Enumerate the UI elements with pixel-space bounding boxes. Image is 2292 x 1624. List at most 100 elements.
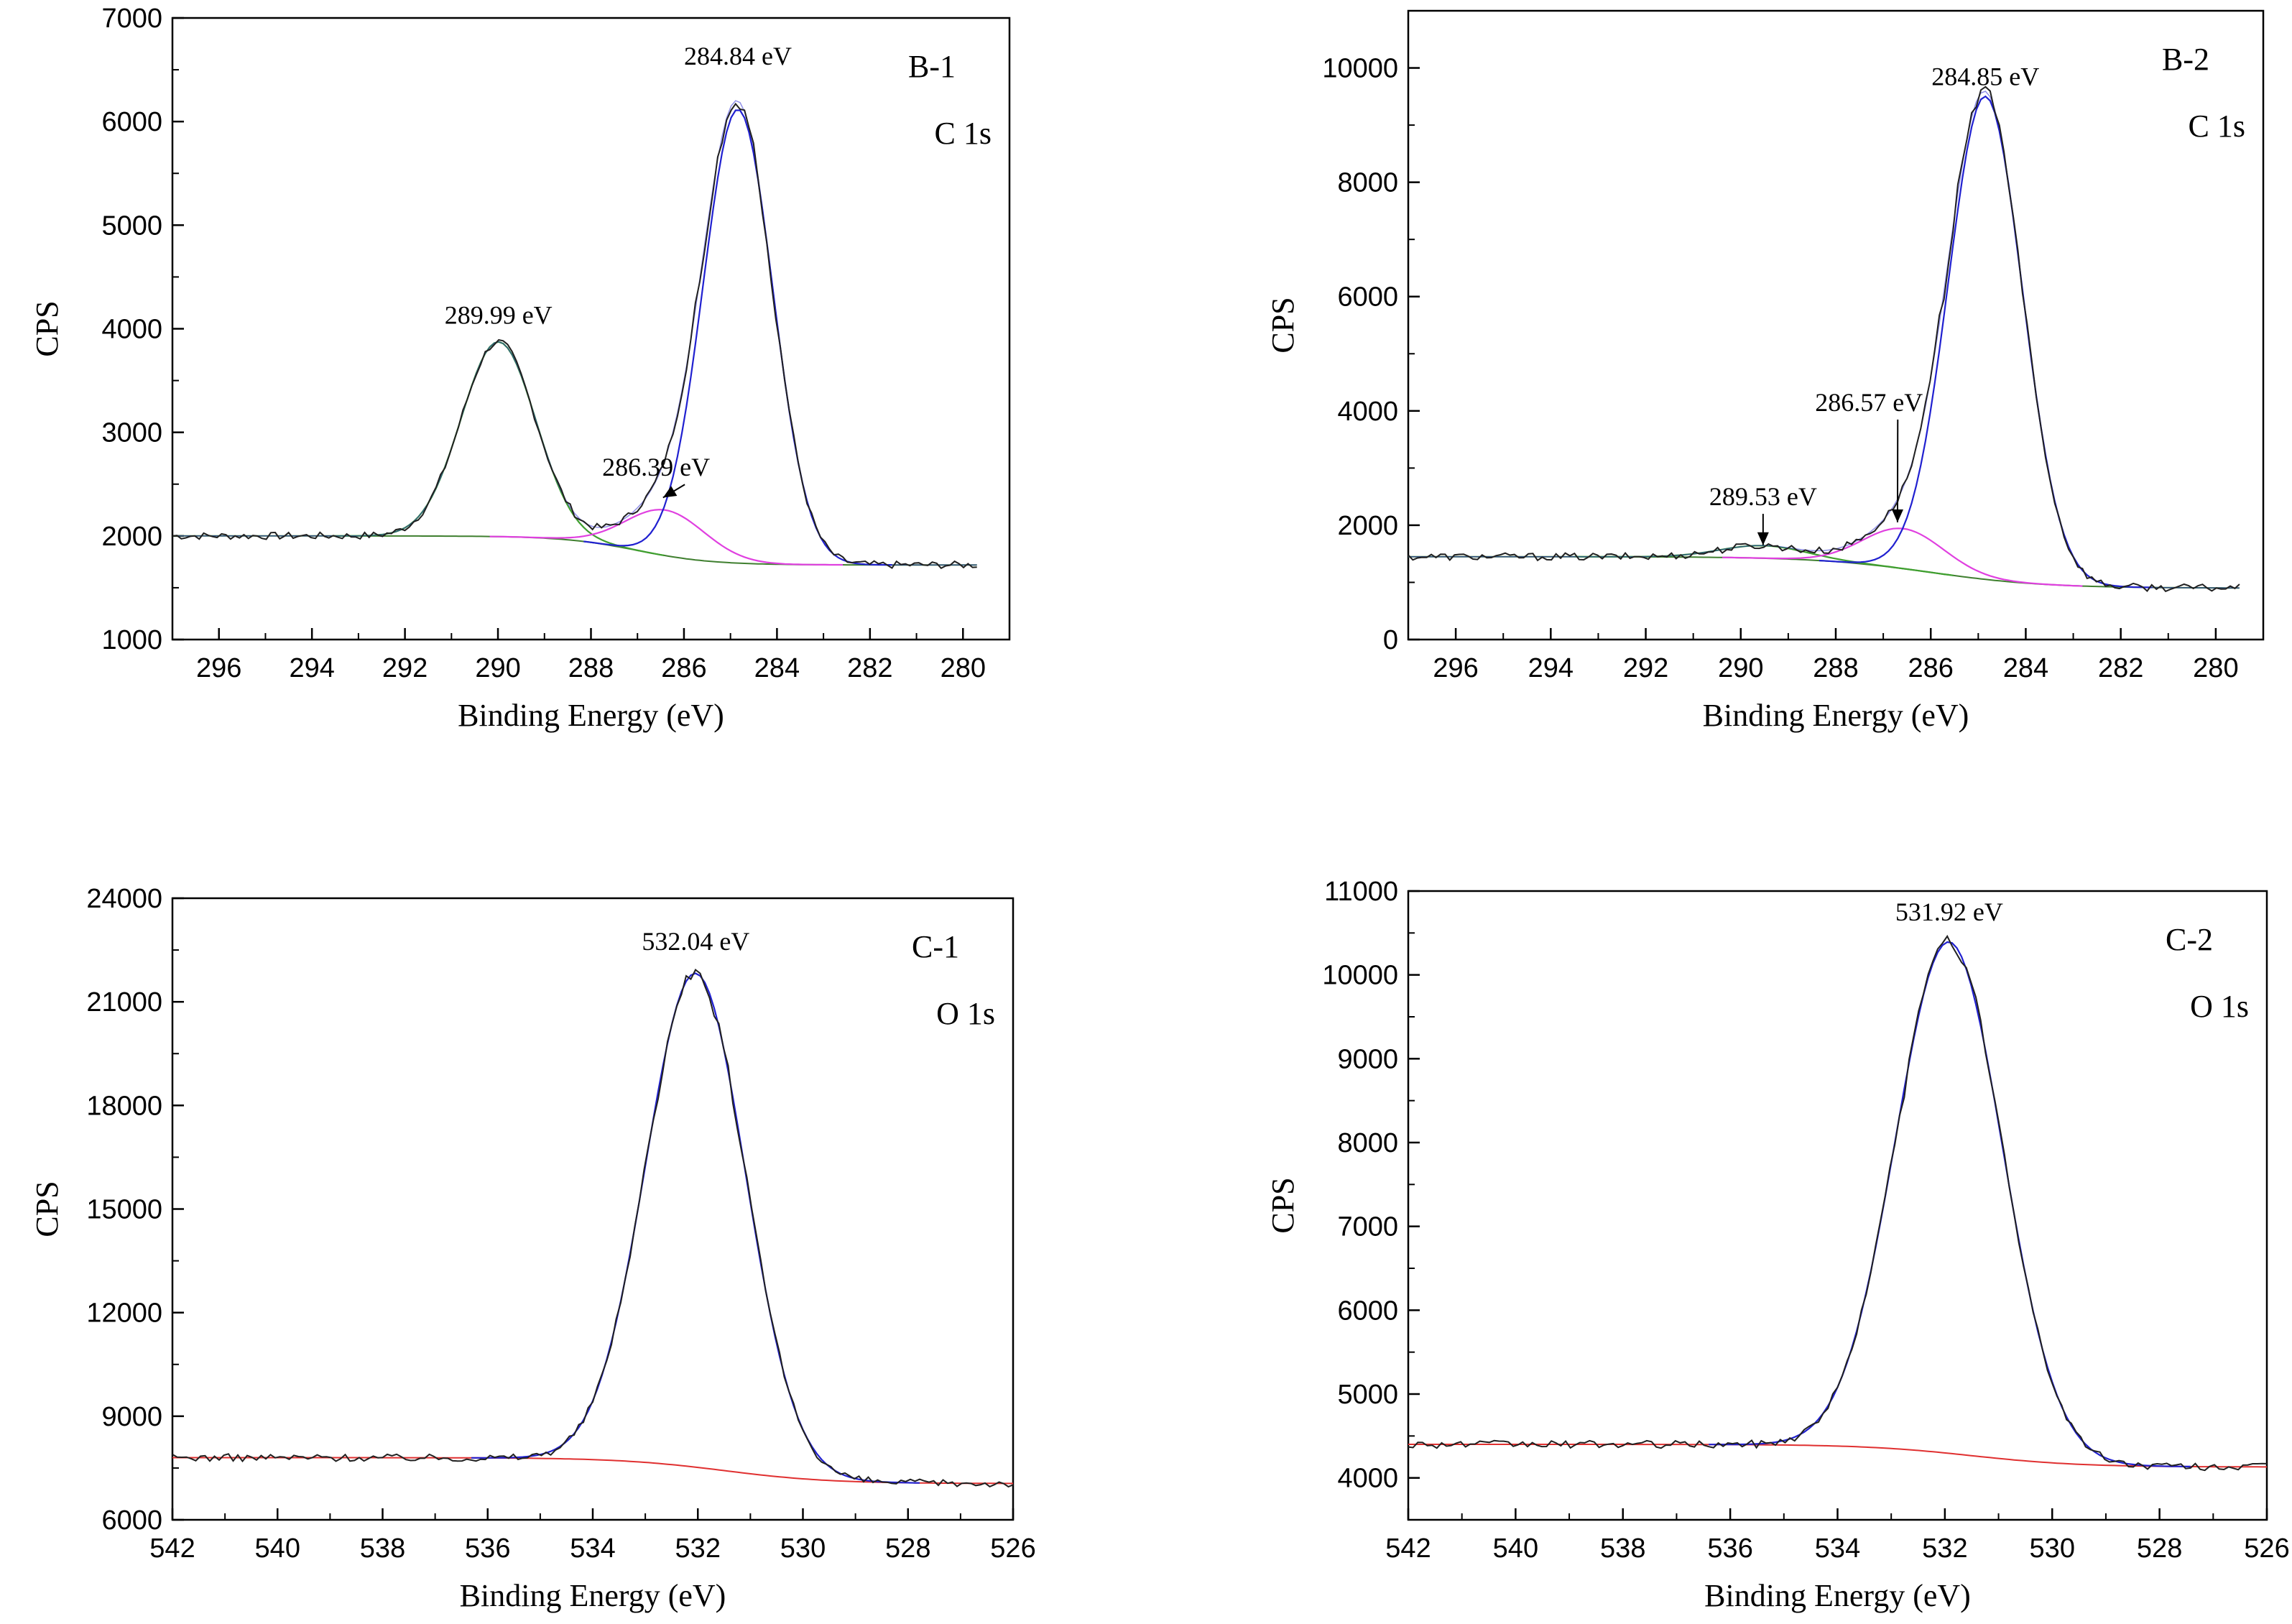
x-tick-label: 528 — [885, 1533, 930, 1564]
y-tick-label: 4000 — [1337, 1464, 1398, 1494]
x-axis-label: Binding Energy (eV) — [460, 1578, 726, 1613]
plot-frame — [1407, 9, 2265, 641]
fit-component-series — [1709, 941, 2191, 1467]
x-tick-label: 538 — [1600, 1533, 1645, 1564]
x-tick-label: 296 — [196, 653, 241, 683]
raw-data-series — [1408, 934, 2268, 1472]
panel-label: C-1 — [912, 929, 959, 964]
y-tick-label: 8000 — [1337, 168, 1398, 198]
x-tick-label: 288 — [568, 653, 614, 683]
plot-frame — [171, 17, 1011, 641]
y-axis-label: CPS — [1265, 1177, 1300, 1233]
panel-b2: 296 294 292 290 288 286 284 282 280 0 2000 4000 6000… — [1265, 9, 2265, 733]
core-level-label: O 1s — [936, 996, 995, 1031]
panel-c1: 542 540 538 536 534 532 530 528 526 6000 9000 12000… — [29, 884, 1036, 1613]
x-tick-label: 528 — [2137, 1533, 2182, 1564]
x-tick-label: 294 — [289, 653, 334, 683]
raw-data-series — [172, 968, 1014, 1488]
y-tick-label: 6000 — [1337, 282, 1398, 313]
peak-annotation: 286.57 eV — [1815, 388, 1923, 417]
y-tick-label: 2000 — [101, 522, 162, 552]
annotation-arrowhead — [1891, 509, 1903, 522]
panel-label: B-2 — [2162, 42, 2209, 77]
x-axis-label: Binding Energy (eV) — [1703, 698, 1969, 733]
y-tick-label: 24000 — [86, 884, 162, 914]
x-tick-label: 532 — [675, 1533, 721, 1564]
baseline-series — [172, 535, 977, 566]
plot-frame — [1407, 890, 2268, 1521]
x-tick-label: 532 — [1922, 1533, 1967, 1564]
x-tick-label: 288 — [1813, 653, 1858, 683]
peak-annotation: 531.92 eV — [1895, 898, 2003, 926]
panel-b1: 296 294 292 290 288 286 284 282 280 1000 2000 3000 4… — [29, 4, 1011, 733]
x-tick-label: 284 — [754, 653, 800, 683]
x-axis-label: Binding Energy (eV) — [458, 698, 724, 733]
raw-data-series — [172, 102, 977, 570]
y-tick-label: 5000 — [101, 211, 162, 241]
annotation-arrowhead — [1757, 532, 1769, 545]
core-level-label: C 1s — [2189, 109, 2245, 144]
x-tick-label: 526 — [2244, 1533, 2289, 1564]
y-tick-label: 6000 — [101, 1505, 162, 1536]
y-tick-label: 3000 — [101, 418, 162, 448]
y-axis-label: CPS — [29, 1181, 65, 1237]
plot-frame — [171, 897, 1015, 1521]
y-axis-label: CPS — [29, 300, 65, 356]
x-tick-label: 526 — [990, 1533, 1035, 1564]
y-tick-label: 10000 — [1322, 54, 1398, 84]
baseline-series — [172, 1457, 1013, 1485]
y-tick-label: 9000 — [101, 1402, 162, 1432]
core-level-label: O 1s — [2190, 989, 2249, 1024]
fit-component-series — [1722, 527, 2083, 587]
x-tick-label: 290 — [1718, 653, 1763, 683]
y-tick-label: 15000 — [86, 1195, 162, 1225]
peak-annotation: 289.99 eV — [445, 300, 553, 329]
y-tick-label: 0 — [1383, 625, 1398, 655]
y-tick-label: 4000 — [1337, 397, 1398, 427]
panel-label: B-1 — [908, 49, 956, 84]
x-tick-label: 296 — [1433, 653, 1478, 683]
y-tick-label: 7000 — [101, 4, 162, 34]
fit-envelope-series — [1408, 91, 2240, 589]
x-tick-label: 290 — [475, 653, 520, 683]
fit-component-series — [1819, 95, 2152, 589]
fit-component-series — [1574, 545, 1954, 576]
y-tick-label: 2000 — [1337, 511, 1398, 541]
peak-annotation: 532.04 eV — [642, 927, 749, 956]
peak-annotation: 289.53 eV — [1709, 482, 1817, 511]
y-tick-label: 4000 — [101, 315, 162, 345]
x-tick-label: 530 — [780, 1533, 826, 1564]
y-tick-label: 12000 — [86, 1298, 162, 1329]
core-level-label: C 1s — [935, 116, 992, 151]
x-tick-label: 292 — [382, 653, 428, 683]
x-tick-label: 284 — [2003, 653, 2048, 683]
y-tick-label: 5000 — [1337, 1380, 1398, 1410]
x-tick-label: 540 — [1493, 1533, 1538, 1564]
annotation-arrowhead — [662, 486, 678, 498]
x-tick-label: 282 — [2098, 653, 2143, 683]
x-tick-label: 534 — [570, 1533, 615, 1564]
y-axis-label: CPS — [1265, 297, 1300, 353]
x-tick-label: 542 — [149, 1533, 195, 1564]
y-tick-label: 1000 — [101, 625, 162, 655]
peak-annotation: 284.85 eV — [1931, 62, 2039, 91]
x-tick-label: 540 — [255, 1533, 300, 1564]
panel-c2: 542 540 538 536 534 532 530 528 526 4000 5000 6000 7… — [1265, 877, 2290, 1613]
y-tick-label: 8000 — [1337, 1128, 1398, 1158]
y-tick-label: 10000 — [1322, 961, 1398, 991]
x-tick-label: 294 — [1528, 653, 1574, 683]
x-tick-label: 280 — [2193, 653, 2238, 683]
x-tick-label: 282 — [847, 653, 892, 683]
x-tick-label: 542 — [1385, 1533, 1431, 1564]
x-tick-label: 534 — [1815, 1533, 1860, 1564]
x-tick-label: 292 — [1623, 653, 1668, 683]
y-tick-label: 11000 — [1324, 877, 1398, 907]
x-tick-label: 530 — [2030, 1533, 2075, 1564]
y-tick-label: 6000 — [1337, 1296, 1398, 1326]
fit-component-series — [333, 341, 665, 556]
peak-annotation: 286.39 eV — [602, 453, 710, 481]
panel-label: C-2 — [2166, 922, 2213, 957]
baseline-series — [1408, 1444, 2267, 1468]
y-tick-label: 18000 — [86, 1091, 162, 1121]
